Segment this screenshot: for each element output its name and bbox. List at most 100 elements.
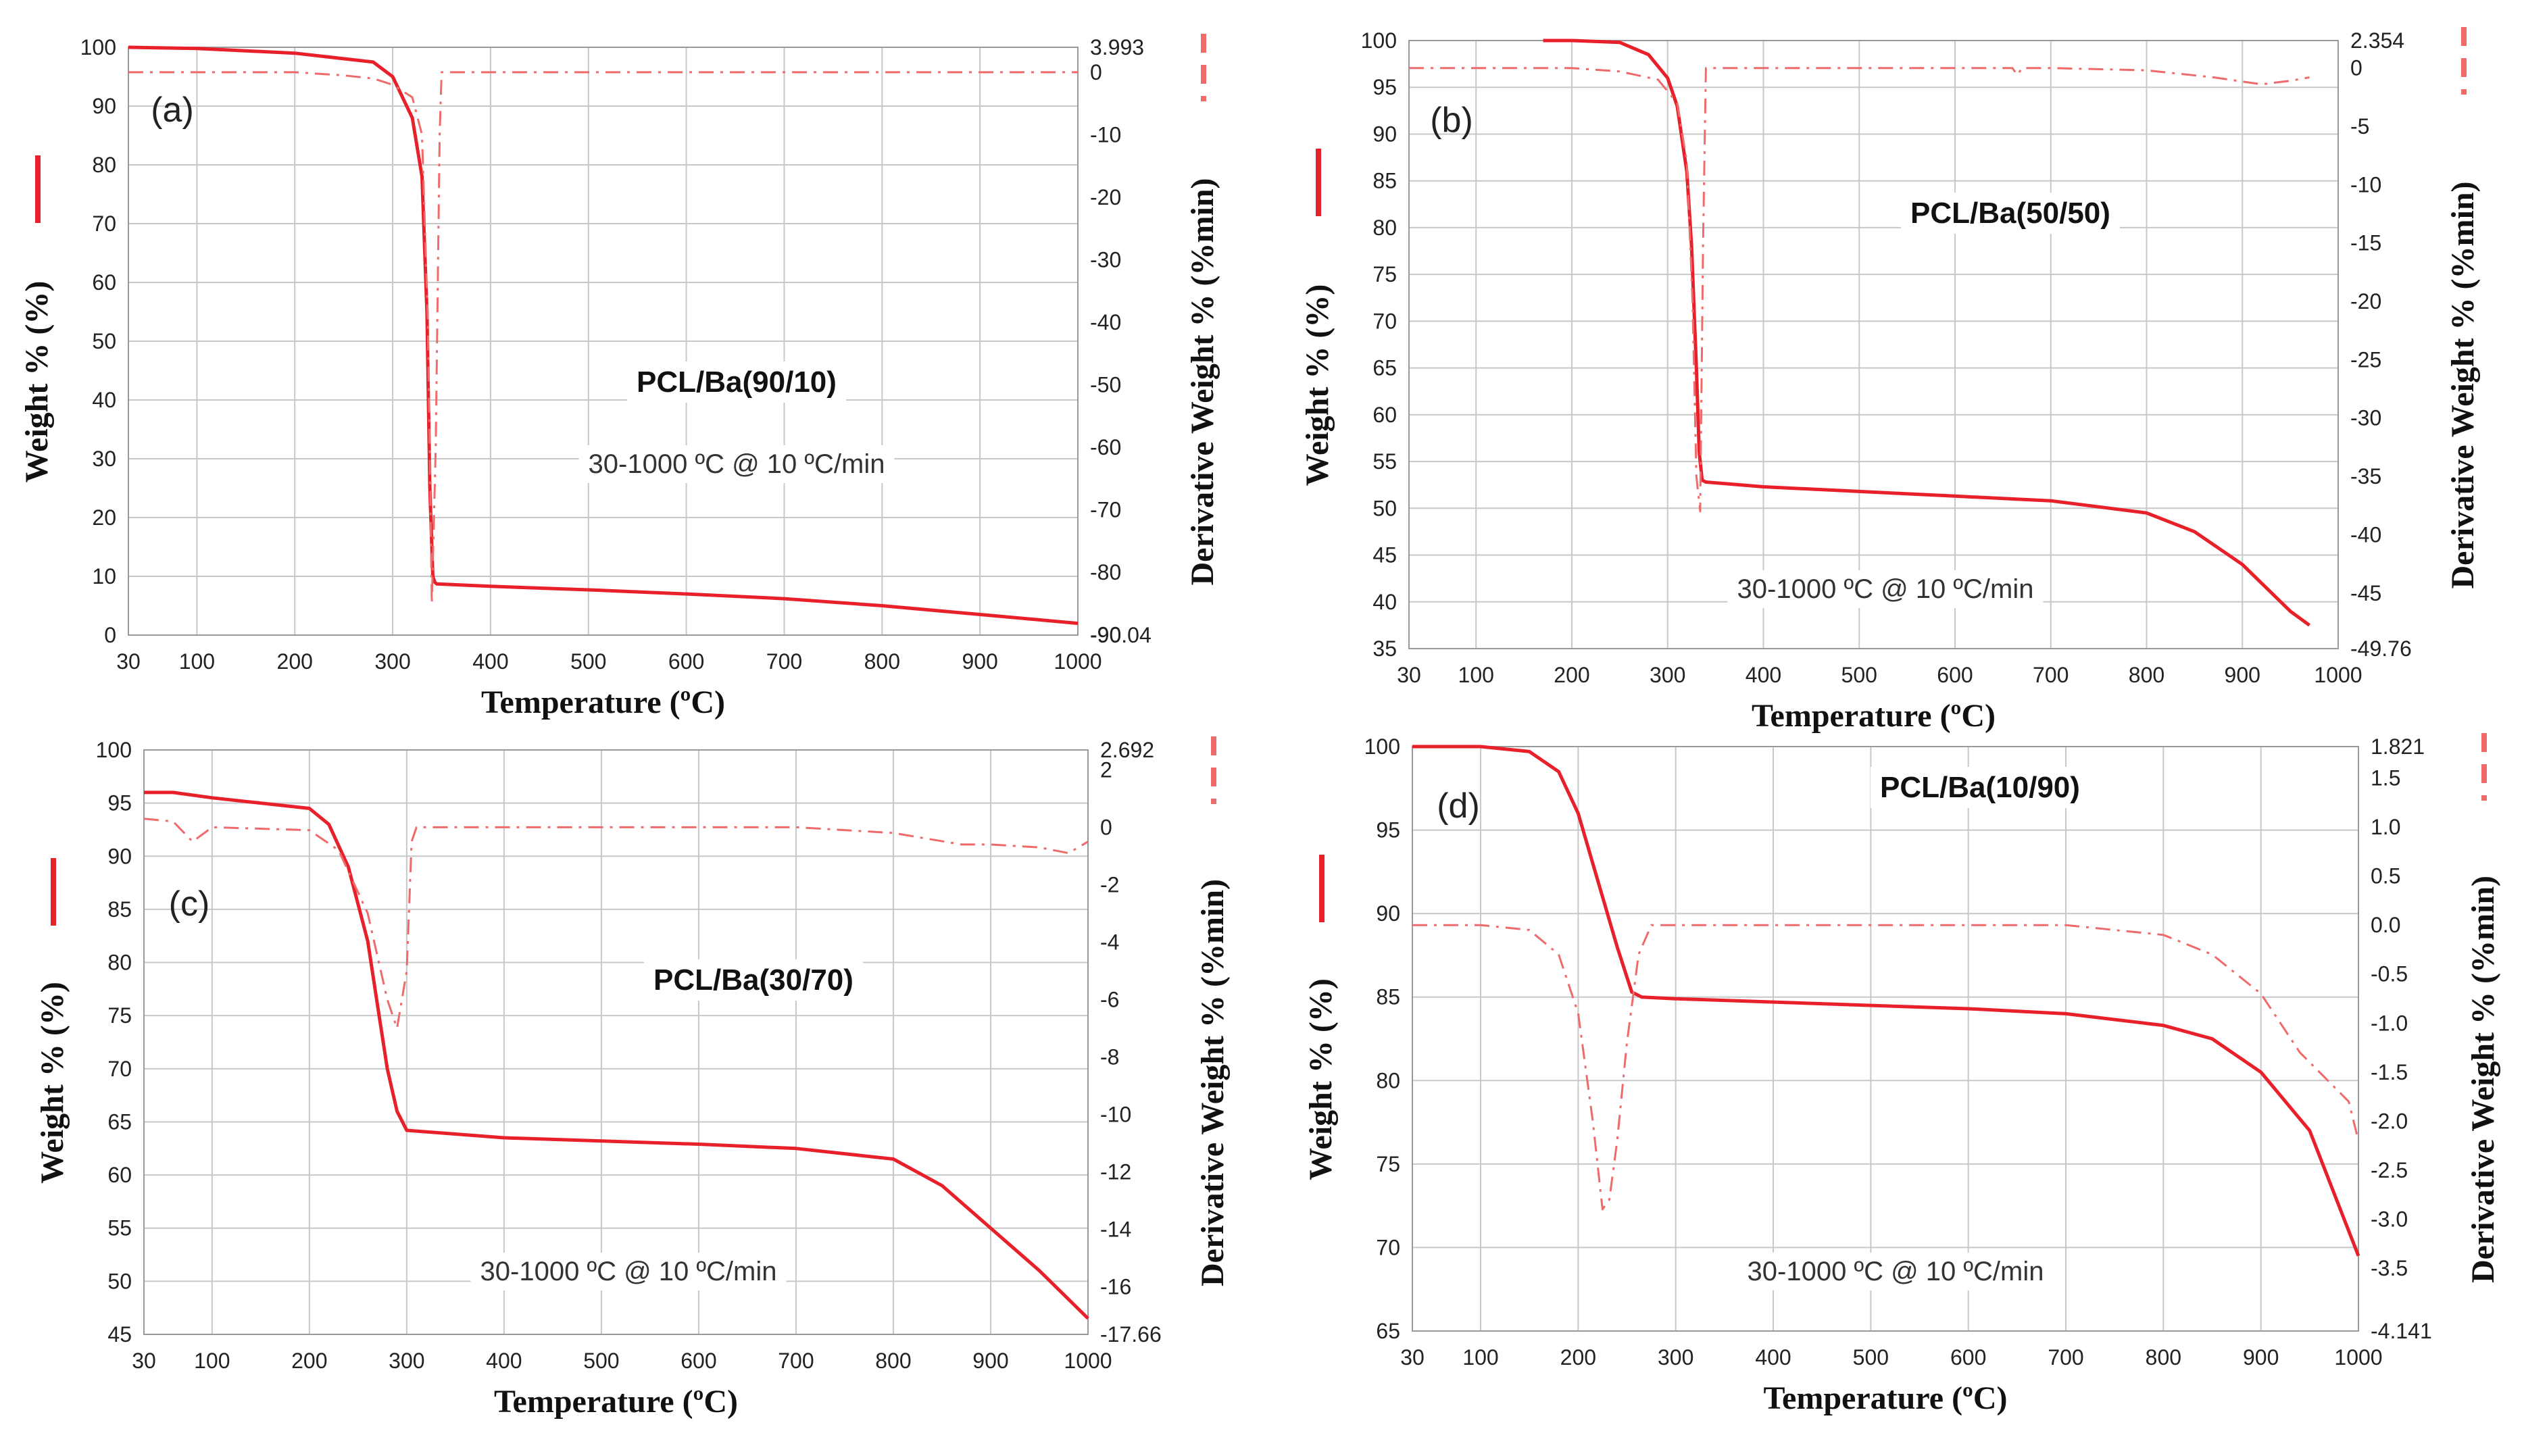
x-tick-label: 1000 (2314, 663, 2362, 687)
y2-axis-label: Derivative Weight % (%min) (1185, 178, 1220, 585)
y2-tick-label: -25 (2350, 347, 2381, 372)
y2-tick-label: -60 (1090, 435, 1121, 459)
x-tick-label: 700 (778, 1349, 814, 1373)
x-tick-label: 900 (2225, 663, 2260, 687)
x-tick-label: 500 (1853, 1345, 1889, 1370)
weight-percent-line (144, 790, 1089, 1320)
y2-tick-label: -3.5 (2371, 1256, 2408, 1280)
x-tick-label: 700 (2033, 663, 2069, 687)
x-tick-label: 30 (1400, 1345, 1425, 1370)
y2-tick-label: -12 (1100, 1159, 1131, 1184)
panel-label: (a) (151, 91, 194, 130)
y2-tick-label: -50 (1090, 373, 1121, 397)
y2-tick-label: -5 (2350, 114, 2369, 139)
y-tick-label: 70 (92, 211, 116, 236)
y-tick-label: 90 (92, 94, 116, 118)
derivative-weight-line (143, 818, 1089, 1030)
y-tick-label: 70 (1376, 1235, 1400, 1259)
panel-label: (d) (1437, 786, 1480, 826)
derivative-weight-line (128, 71, 1078, 605)
y2-tick-label: -16 (1100, 1274, 1131, 1299)
x-tick-label: 900 (972, 1349, 1008, 1373)
y2-tick-label: -1.5 (2371, 1060, 2408, 1084)
panel-c: 30 100 200 300 400 500 600 700 800 900 10004550556… (34, 736, 1231, 1420)
y2-tick-label: -0.5 (2371, 962, 2408, 986)
y2-tick-label: 3.993 (1090, 35, 1144, 59)
y2-tick-label: -14 (1100, 1217, 1131, 1241)
y-tick-label: 75 (1376, 1152, 1400, 1176)
y-tick-label: 50 (1372, 496, 1397, 520)
y2-tick-label: -10 (2350, 172, 2381, 197)
x-tick-label: 900 (962, 649, 997, 674)
y2-tick-label: -2.5 (2371, 1158, 2408, 1182)
x-tick-label: 400 (1746, 663, 1781, 687)
y2-axis-label: Derivative Weight % (%min) (1195, 879, 1231, 1286)
y2-tick-label: -10 (1090, 122, 1121, 147)
plot-frame (143, 749, 1089, 1335)
y2-tick-label: -40 (1090, 310, 1121, 334)
y2-tick-label: 1.0 (2371, 815, 2400, 839)
y2-tick-label: -30 (2350, 406, 2381, 430)
y-tick-label: 95 (1372, 75, 1397, 99)
y-tick-label: 65 (1376, 1319, 1400, 1343)
x-tick-label: 600 (1950, 1345, 1986, 1370)
y2-axis-label: Derivative Weight % (%min) (2465, 876, 2501, 1283)
plot-frame (1408, 40, 2339, 649)
y2-tick-label: -8 (1100, 1045, 1119, 1069)
label-background (1727, 570, 2044, 608)
y2-tick-label: -70 (1090, 498, 1121, 522)
x-tick-label: 500 (570, 649, 606, 674)
y-tick-label: 100 (1361, 28, 1397, 53)
label-background (1901, 193, 2120, 234)
y-tick-label: 80 (92, 153, 116, 177)
y-tick-label: 55 (107, 1216, 132, 1240)
y2-tick-label: 1.821 (2371, 734, 2425, 759)
x-tick-label: 1000 (1064, 1349, 1112, 1373)
x-tick-label: 300 (1658, 1345, 1693, 1370)
y2-tick-label: 2 (1100, 757, 1112, 782)
sample-title: PCL/Ba(10/90) (1880, 771, 2080, 804)
y2-tick-label: -90 (1090, 623, 1121, 647)
x-tick-label: 600 (1937, 663, 1973, 687)
weight-percent-line (1412, 745, 2360, 1257)
x-tick-label: 500 (1841, 663, 1877, 687)
x-tick-label: 800 (2129, 663, 2164, 687)
y2-tick-label: -10 (1100, 1102, 1131, 1126)
x-tick-label: 800 (864, 649, 900, 674)
weight-percent-line (1543, 39, 2310, 627)
y2-tick-label: -17.66 (1100, 1322, 1162, 1347)
x-tick-label: 30 (1397, 663, 1421, 687)
x-tick-label: 800 (2146, 1345, 2181, 1370)
y2-tick-label: -2 (1100, 872, 1119, 897)
heating-rate-note: 30-1000 ºC @ 10 ºC/min (1748, 1257, 2044, 1286)
derivative-weight-line (1409, 67, 2310, 513)
y2-tick-label: 0.0 (2371, 913, 2400, 937)
y-tick-label: 100 (1364, 734, 1400, 759)
y-tick-label: 70 (107, 1057, 132, 1081)
y-tick-label: 50 (107, 1269, 132, 1293)
sample-title: PCL/Ba(90/10) (637, 366, 837, 399)
x-tick-label: 400 (486, 1349, 522, 1373)
y-tick-label: 60 (92, 270, 116, 295)
y2-tick-label: 2.354 (2350, 28, 2404, 53)
x-tick-label: 100 (179, 649, 215, 674)
y2-tick-label: -35 (2350, 464, 2381, 488)
label-background (1737, 1253, 2054, 1290)
y-tick-label: 50 (92, 329, 116, 353)
heating-rate-note: 30-1000 ºC @ 10 ºC/min (480, 1257, 777, 1286)
y2-tick-label: -20 (2350, 289, 2381, 313)
y-tick-label: 80 (1376, 1068, 1400, 1093)
y-tick-label: 85 (107, 897, 132, 922)
y-tick-label: 75 (107, 1003, 132, 1028)
y-axis-label: Weight % (%) (34, 982, 70, 1184)
x-tick-label: 400 (472, 649, 508, 674)
y-tick-label: 40 (1372, 590, 1397, 614)
y-tick-label: 65 (1372, 356, 1397, 380)
y-axis-label: Weight % (%) (19, 281, 55, 483)
y2-tick-label: -45 (2350, 581, 2381, 605)
y2-tick-label: 0 (2350, 56, 2362, 80)
sample-title: PCL/Ba(30/70) (653, 963, 853, 997)
y-tick-label: 80 (107, 951, 132, 975)
y-tick-label: 30 (92, 447, 116, 471)
